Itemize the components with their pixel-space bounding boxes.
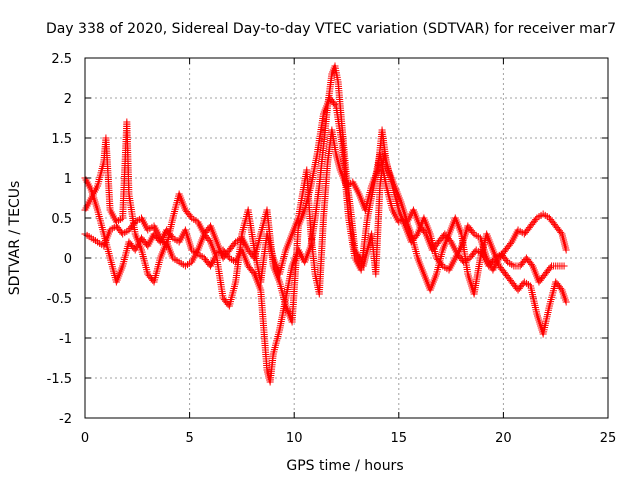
data-point-fill [507,240,515,248]
x-tick-label: 10 [286,431,303,446]
y-tick-label: -1.5 [47,372,72,387]
x-tick-label: 15 [391,431,408,446]
x-tick-label: 20 [495,431,512,446]
data-point-fill [469,228,477,236]
x-tick-label: 0 [81,431,89,446]
data-point-fill [557,228,565,236]
y-axis-label: SDTVAR / TECUs [7,181,23,296]
x-tick-label: 25 [600,431,617,446]
y-axis-ticks: 2.5 2 1.5 1 0.5 0 -0.5 -1 -1.5 -2 [47,52,608,427]
y-tick-label: -1 [59,332,72,347]
x-axis-label: GPS time / hours [286,458,403,474]
data-point-fill [546,264,554,272]
y-tick-label: 1 [64,172,72,187]
data-point-fill [331,100,339,108]
data-point-fill [205,236,213,244]
y-tick-label: 0.5 [51,212,72,227]
data-point-fill [186,212,194,220]
data-point-fill [249,268,257,276]
data-point-fill [527,260,535,268]
data-point-fill [412,232,420,240]
data-point-fill [532,216,540,224]
data-point [562,298,570,306]
y-tick-label: 0 [64,252,72,267]
x-axis-ticks: 0 5 10 15 20 25 [81,58,616,446]
data-point-fill [502,256,510,264]
x-tick-label: 5 [185,431,193,446]
plot-frame [84,57,609,419]
y-tick-label: 2 [64,92,72,107]
data-point [562,246,570,254]
y-tick-label: 2.5 [51,52,72,67]
data-point-fill [557,284,565,292]
data-point-fill [230,240,238,248]
data-point [560,262,568,270]
y-tick-label: -0.5 [47,292,72,307]
data-points [81,62,570,386]
chart-title: Day 338 of 2020, Sidereal Day-to-day VTE… [46,21,616,37]
y-tick-label: -2 [59,412,72,427]
y-tick-label: 1.5 [51,132,72,147]
